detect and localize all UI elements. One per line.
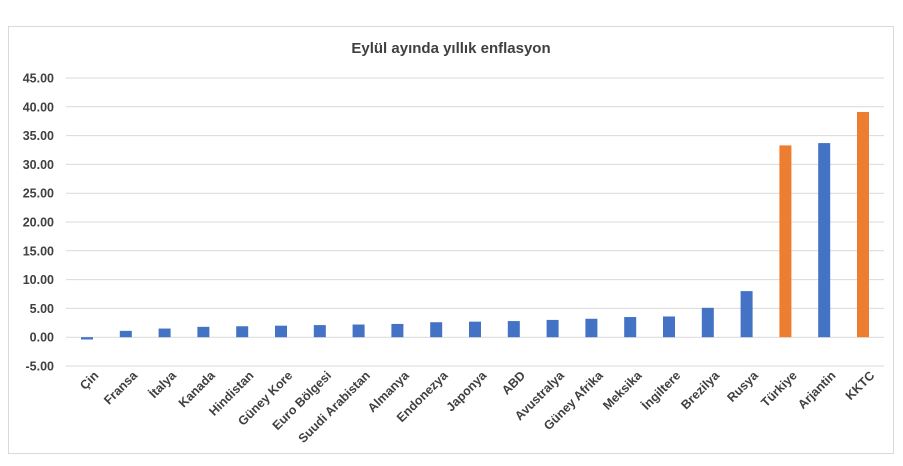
x-tick-label: Fransa	[101, 368, 141, 408]
x-tick-label: KKTC	[843, 368, 877, 402]
y-tick-label: 25.00	[23, 187, 54, 201]
bar	[81, 337, 93, 340]
x-tick-label: İngiltere	[638, 368, 683, 413]
bar	[275, 325, 287, 338]
bar	[430, 322, 443, 338]
y-tick-label: 40.00	[23, 100, 54, 114]
y-tick-label: 20.00	[23, 216, 54, 230]
bar	[236, 326, 249, 338]
x-tick-label: Türkiye	[758, 368, 799, 409]
bar	[391, 323, 404, 338]
bar	[197, 326, 210, 338]
bar	[663, 316, 675, 338]
bar	[818, 143, 831, 338]
bar	[779, 145, 792, 338]
bar	[507, 321, 520, 338]
bar	[585, 318, 598, 338]
bar	[624, 317, 637, 338]
chart-frame	[8, 26, 894, 454]
bar	[740, 291, 753, 338]
bar	[158, 328, 171, 338]
x-tick-label: Suudi Arabistan	[296, 368, 373, 445]
x-tick-label: Meksika	[600, 368, 645, 413]
x-tick-label: Brezilya	[678, 368, 723, 413]
bar	[352, 324, 365, 338]
x-tick-label: Arjantin	[795, 368, 838, 411]
x-tick-label: Çin	[77, 368, 101, 392]
y-tick-label: 15.00	[23, 244, 54, 258]
y-tick-label: 10.00	[23, 273, 54, 287]
y-tick-label: 5.00	[30, 302, 54, 316]
y-tick-label: 45.00	[23, 72, 54, 86]
y-tick-label: 35.00	[23, 129, 54, 143]
y-axis-tick-labels: -5.00 0.00 5.00 10.00 15.00 20.00 25.00 30.00 35…	[23, 72, 54, 374]
bar	[313, 325, 326, 338]
y-tick-label: 0.00	[30, 331, 54, 345]
chart-title: Eylül ayında yıllık enflasyon	[351, 40, 550, 57]
x-tick-label: ABD	[499, 368, 528, 397]
bar	[857, 111, 869, 338]
bar	[546, 319, 559, 338]
bar	[469, 321, 481, 338]
y-tick-label: -5.00	[26, 360, 55, 374]
y-tick-label: 30.00	[23, 158, 54, 172]
bar	[119, 330, 132, 338]
x-tick-label: Rusya	[725, 368, 762, 405]
x-tick-label: İtalya	[146, 367, 180, 401]
bars	[81, 111, 869, 340]
x-tick-label: Japonya	[444, 368, 491, 415]
bar	[701, 307, 714, 338]
